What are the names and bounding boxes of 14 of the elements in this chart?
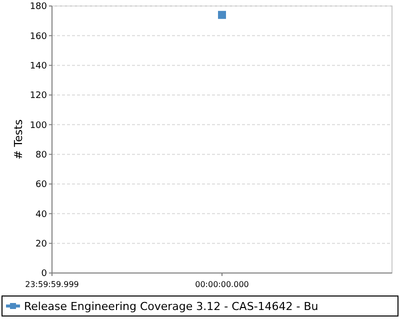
y-tick-label: 180	[30, 2, 48, 12]
x-tick-label: 00:00:00.000	[195, 280, 249, 289]
y-tick-label: 120	[30, 91, 48, 102]
y-axis-title: # Tests	[12, 119, 25, 160]
y-tick-label: 20	[36, 239, 48, 250]
y-tick-label: 80	[36, 150, 48, 160]
y-tick-label: 100	[30, 120, 48, 131]
legend-label: Release Engineering Coverage 3.12 - CAS-14642 - Bu	[24, 300, 318, 313]
y-tick-label: 140	[30, 61, 48, 72]
y-tick-label: 160	[30, 32, 48, 42]
y-tick-label: 60	[36, 180, 48, 190]
x-tick-label: 23:59:59.999	[25, 280, 79, 289]
y-tick-label: 0	[41, 269, 48, 280]
y-tick-label: 40	[36, 210, 48, 220]
